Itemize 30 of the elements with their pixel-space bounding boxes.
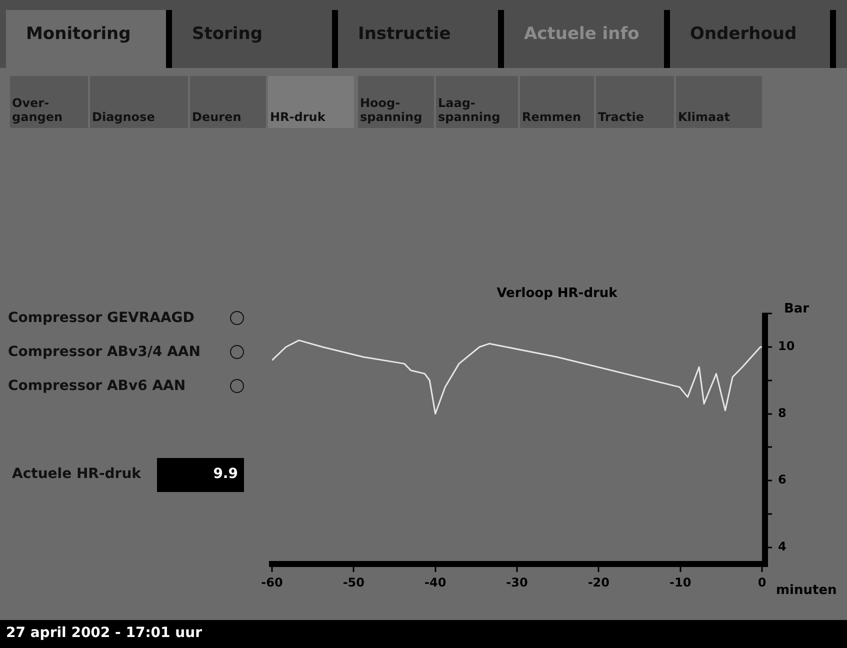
x-tick-label: 0 <box>758 575 766 590</box>
x-tick-label: -30 <box>506 575 528 590</box>
y-axis-title: Bar <box>784 301 810 316</box>
y-tick-label: 10 <box>778 339 795 354</box>
tab: HR-druk <box>268 76 354 128</box>
x-tick-label: -50 <box>342 575 365 590</box>
tab: Over- gangen <box>10 76 88 128</box>
x-tick-label: -40 <box>424 575 446 590</box>
tab: Tractie <box>596 76 674 128</box>
text: 27 april 2002 - 17:01 uur <box>6 625 202 641</box>
tab: Diagnose <box>90 76 188 128</box>
y-tick-label: 4 <box>778 539 786 554</box>
tab: Klimaat <box>676 76 762 128</box>
tab: Hoog- spanning <box>358 76 434 128</box>
x-tick-label: -20 <box>588 575 610 590</box>
x-tick-label: -60 <box>261 575 283 590</box>
tab: Remmen <box>520 76 594 128</box>
text: Compressor ABv3/4 AAN <box>8 344 200 360</box>
y-tick-label: 6 <box>778 472 786 487</box>
tab: Monitoring <box>6 10 172 68</box>
x-axis-title: minuten <box>776 582 837 598</box>
chart-title: Verloop HR-druk <box>496 286 618 302</box>
text: Compressor GEVRAAGD <box>8 310 194 326</box>
readout-box: 9.9 <box>157 458 244 492</box>
x-tick-label: -10 <box>669 575 692 590</box>
text: Actuele HR-druk <box>12 466 141 482</box>
tab: Deuren <box>190 76 266 128</box>
text: Compressor ABv6 AAN <box>8 378 186 394</box>
y-tick-label: 8 <box>778 406 786 420</box>
tab: Laag- spanning <box>436 76 518 128</box>
